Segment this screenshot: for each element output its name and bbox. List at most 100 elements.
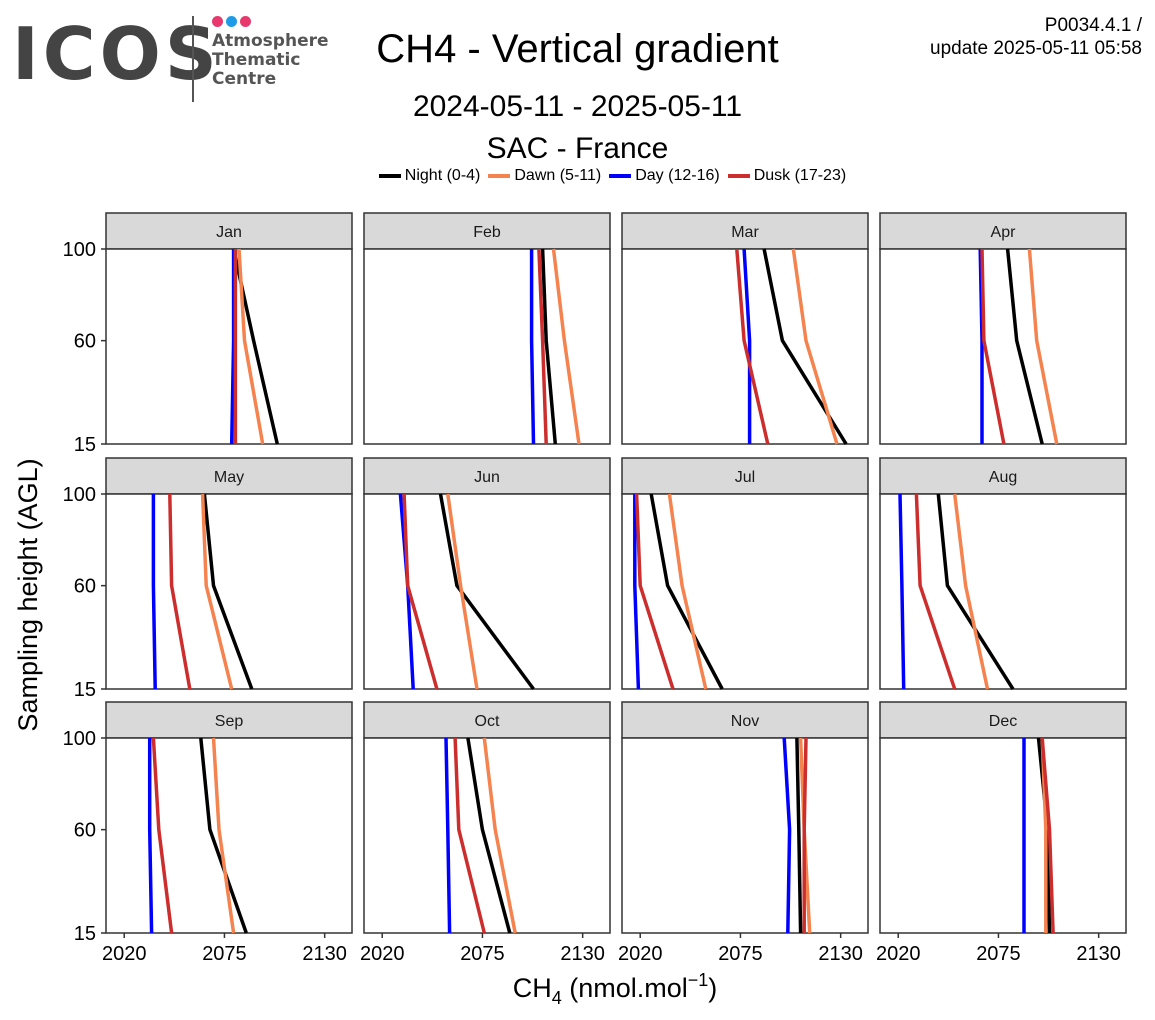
facet-panel-feb (363, 248, 611, 445)
chart-period: 2024-05-11 - 2025-05-11 (412, 90, 743, 123)
logo-sub-line-2: Thematic (212, 50, 301, 70)
legend-swatch-night (378, 174, 401, 178)
x-tick-label: 2130 (1076, 943, 1121, 965)
y-tick-label: 60 (74, 576, 96, 598)
y-tick-label: 15 (74, 923, 96, 945)
series-line-apr-dusk (980, 248, 1006, 445)
version-label: P0034.4.1 / (1044, 15, 1142, 36)
facet-label-dec: Dec (989, 713, 1017, 730)
series-line-dec-dusk (1040, 737, 1055, 934)
x-axis-label: CH4 (nmol.mol−1) (513, 970, 718, 1008)
y-axis-label: Sampling height (AGL) (13, 458, 43, 731)
legend-label-dawn: Dawn (5-11) (514, 167, 602, 184)
facet-panel-jun (363, 493, 611, 690)
facet-panel-apr (879, 248, 1127, 445)
y-tick-label: 100 (63, 239, 96, 261)
series-line-apr-dawn (1027, 248, 1059, 445)
facet-label-jan: Jan (216, 224, 242, 241)
series-line-dec-night (1036, 737, 1052, 934)
series-line-nov-day (782, 737, 792, 934)
series-line-jun-dusk (402, 493, 439, 690)
facet-label-apr: Apr (991, 224, 1017, 241)
series-line-nov-night (795, 737, 803, 934)
chart-site: SAC - France (486, 132, 669, 165)
facet-strip-aug (879, 457, 1127, 495)
facet-label-aug: Aug (989, 469, 1017, 486)
facet-strip-jul (621, 457, 869, 495)
series-line-feb-dusk (537, 248, 548, 445)
series-line-may-dusk (168, 493, 192, 690)
facet-label-nov: Nov (731, 713, 759, 730)
series-line-feb-dawn (551, 248, 581, 445)
x-tick-label: 2020 (360, 943, 405, 965)
facet-strip-jan (105, 212, 353, 250)
series-line-jul-night (649, 493, 724, 690)
facet-label-oct: Oct (475, 713, 500, 730)
legend-label-day: Day (12-16) (635, 167, 720, 184)
logo-divider (192, 16, 194, 102)
legend-item-dawn: Dawn (5-11) (488, 167, 601, 185)
series-line-sep-dusk (151, 737, 174, 934)
facet-panel-jan (105, 248, 353, 445)
facet-label-jun: Jun (474, 469, 500, 486)
series-line-jan-dawn (237, 248, 265, 445)
x-axis-label-part: CH (513, 973, 552, 1003)
series-line-sep-night (199, 737, 248, 934)
legend-swatch-day (609, 174, 632, 178)
y-tick-label: 60 (74, 331, 96, 353)
legend-swatch-dawn (488, 174, 511, 178)
y-tick-label: 15 (74, 434, 96, 456)
legend-item-day: Day (12-16) (609, 167, 720, 185)
series-line-feb-day (529, 249, 536, 445)
facet-panel-jul (621, 493, 869, 690)
logo-dot-2 (226, 16, 237, 27)
x-tick-label: 2075 (460, 943, 505, 965)
x-tick-label: 2075 (718, 943, 763, 965)
series-line-jul-dusk (634, 493, 675, 690)
series-line-aug-day (898, 493, 906, 690)
series-line-may-dawn (200, 493, 234, 690)
series-line-nov-dusk (802, 737, 808, 933)
x-tick-label: 2075 (202, 943, 247, 965)
facet-strip-dec (879, 701, 1127, 739)
y-tick-label: 15 (74, 679, 96, 701)
x-tick-label: 2130 (818, 943, 863, 965)
series-line-apr-day (978, 248, 984, 444)
logo-sub-line-1: Atmosphere (212, 31, 329, 51)
facet-strip-jun (363, 457, 611, 495)
version-info: P0034.4.1 / update 2025-05-11 05:58 (930, 14, 1142, 60)
facet-strip-feb (363, 212, 611, 250)
series-line-sep-dawn (211, 737, 236, 934)
facet-strip-oct (363, 701, 611, 739)
series-line-jun-night (438, 493, 535, 691)
chart-title: CH4 - Vertical gradient (376, 27, 779, 71)
x-axis-label-sup: −1 (688, 970, 709, 990)
legend-label-dusk: Dusk (17-23) (753, 167, 847, 184)
x-tick-label: 2020 (618, 943, 663, 965)
facet-label-feb: Feb (473, 224, 501, 241)
legend-swatch-dusk (727, 174, 750, 178)
chart-legend: Night (0-4) Dawn (5-11) Day (12-16) Dusk… (0, 165, 1155, 187)
x-tick-label: 2075 (976, 943, 1021, 965)
series-line-may-day (151, 494, 157, 690)
logo-dot-3 (240, 16, 251, 27)
y-tick-label: 100 (63, 484, 96, 506)
series-line-oct-dawn (482, 737, 517, 934)
series-line-jul-day (633, 494, 641, 690)
x-axis-label-part: ) (708, 973, 717, 1003)
series-line-mar-dawn (791, 248, 839, 445)
facet-strip-sep (105, 701, 353, 739)
logo-subtitle: Atmosphere Thematic Centre (212, 32, 329, 89)
series-line-apr-night (1005, 248, 1044, 445)
series-line-oct-day (444, 737, 452, 934)
legend-item-night: Night (0-4) (378, 167, 480, 185)
x-tick-label: 2020 (102, 943, 147, 965)
series-line-sep-day (147, 738, 154, 934)
facet-strip-nov (621, 701, 869, 739)
facet-label-may: May (214, 469, 244, 486)
series-line-mar-dusk (735, 248, 770, 445)
x-tick-label: 2130 (302, 943, 347, 965)
series-line-feb-night (540, 248, 558, 445)
series-line-may-night (202, 493, 254, 690)
